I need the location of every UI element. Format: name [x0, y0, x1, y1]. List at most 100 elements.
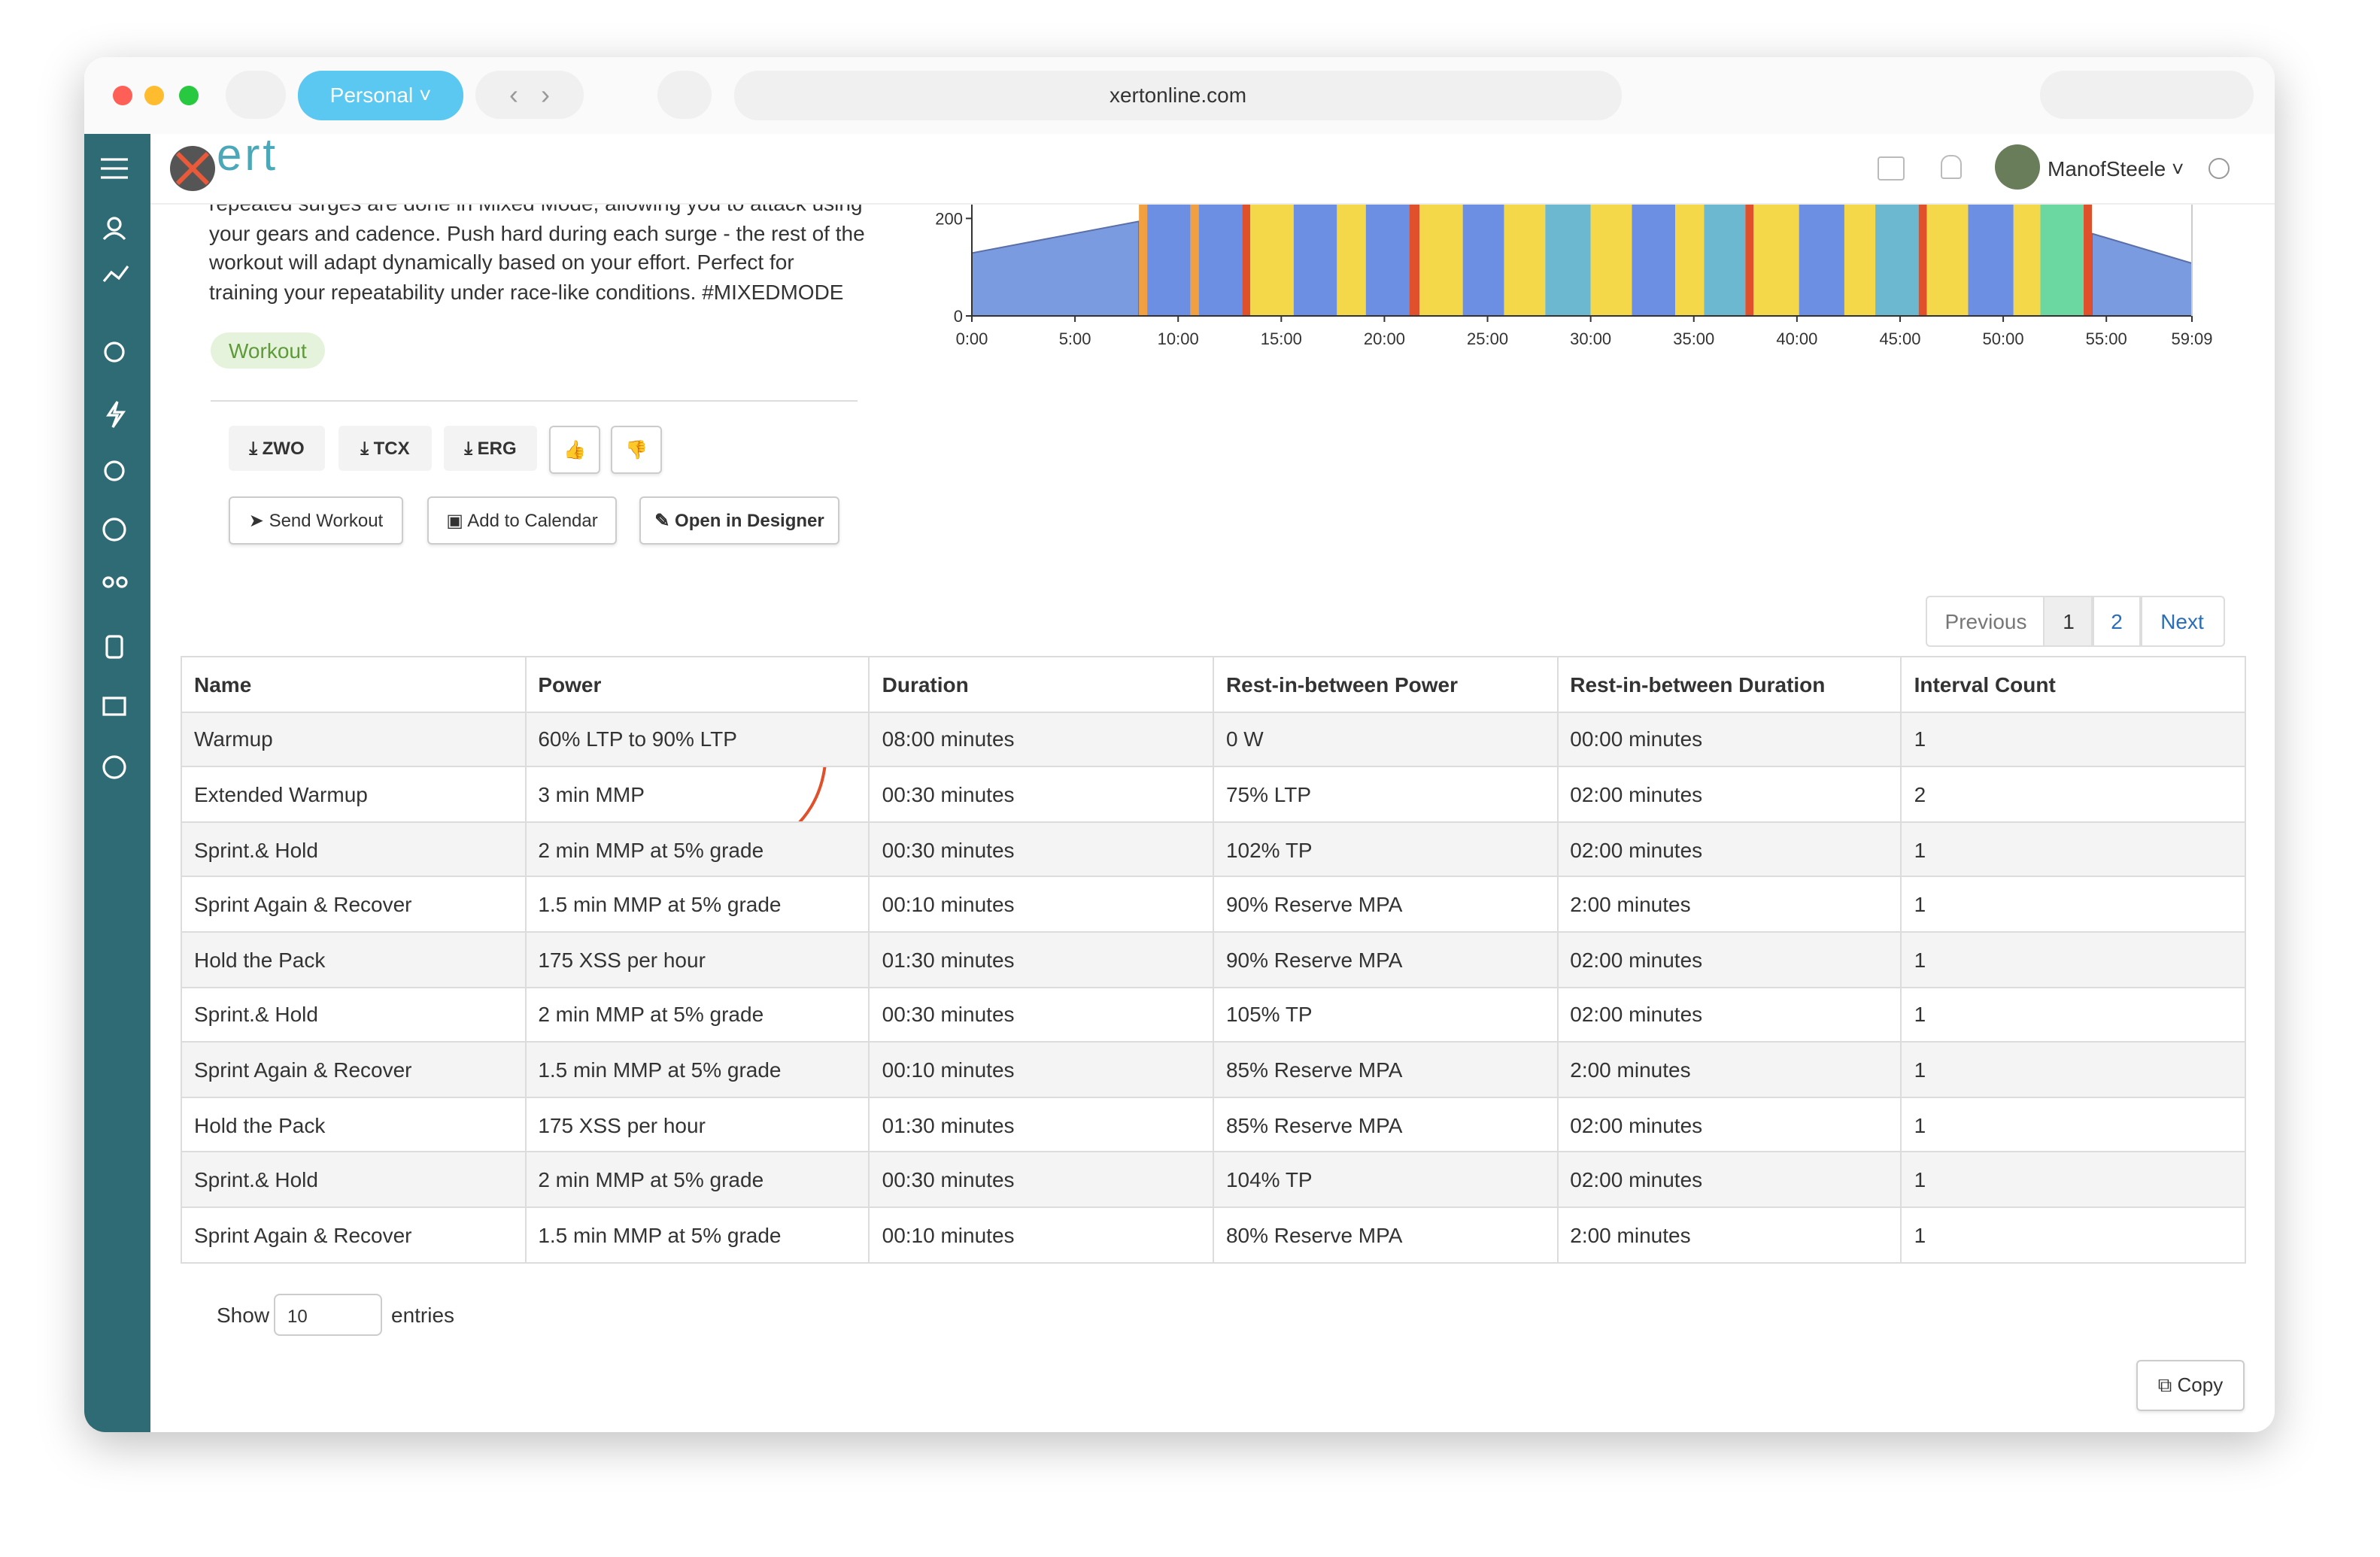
extension-button[interactable] — [657, 71, 712, 119]
table-cell: 00:00 minutes — [1556, 711, 1902, 768]
table-cell: 2:00 minutes — [1556, 876, 1902, 933]
download-label: ERG — [477, 438, 517, 459]
table-cell: 2 min MMP at 5% grade — [524, 821, 870, 878]
interval-bar — [1704, 194, 1746, 316]
minimize-button[interactable] — [144, 86, 164, 105]
table-row: Sprint.& Hold 2 min MMP at 5% grade 00:30 … — [181, 986, 2246, 1043]
download-button[interactable]: ⤓ TCX — [338, 426, 432, 471]
bell-icon[interactable] — [1941, 155, 1962, 179]
toolbar-actions[interactable] — [2040, 71, 2254, 119]
send-workout-button[interactable]: ➤ Send Workout — [229, 496, 403, 545]
table-cell: 1.5 min MMP at 5% grade — [524, 1041, 870, 1098]
interval-bar — [2013, 194, 2041, 316]
table-cell: 2 min MMP at 5% grade — [524, 1151, 870, 1208]
table-cell: 1 — [1900, 821, 2246, 878]
table-row: Hold the Pack 175 XSS per hour 01:30 minut… — [181, 930, 2246, 988]
x-tick-label: 5:00 — [1059, 329, 1091, 348]
entries-select[interactable]: 10 — [274, 1294, 382, 1336]
table-cell: 2:00 minutes — [1556, 1206, 1902, 1264]
table-cell: 00:10 minutes — [868, 876, 1214, 933]
x-tick-label: 25:00 — [1467, 329, 1508, 348]
interval-bar — [1198, 194, 1243, 316]
table-row: Sprint Again & Recover 1.5 min MMP at 5% … — [181, 876, 2246, 933]
table-cell: 1.5 min MMP at 5% grade — [524, 876, 870, 933]
interval-bar — [1675, 194, 1705, 316]
interval-bar — [1968, 194, 2014, 316]
table-cell: 175 XSS per hour — [524, 1096, 870, 1153]
table-cell: 75% LTP — [1212, 766, 1559, 823]
table-row: Hold the Pack 175 XSS per hour 01:30 minut… — [181, 1096, 2246, 1153]
description-line: workout will adapt dynamically based on … — [209, 250, 794, 275]
table-cell: 1 — [1900, 711, 2246, 768]
interval-bar — [1337, 194, 1366, 316]
news-icon[interactable] — [1878, 156, 1905, 181]
browser-window: Personal ˅ ‹ › xertonline.com ert ManofS… — [84, 57, 2275, 1432]
interval-bar — [1632, 194, 1676, 316]
table-cell: 00:10 minutes — [868, 1041, 1214, 1098]
interval-bar — [1139, 194, 1148, 316]
avatar[interactable] — [1995, 144, 2040, 190]
tag[interactable]: Workout — [211, 332, 325, 369]
interval-bar — [1462, 194, 1504, 316]
open-designer-button[interactable]: ✎ Open in Designer — [639, 496, 839, 545]
page-button[interactable]: 1 — [2043, 596, 2094, 647]
add-button[interactable] — [2208, 158, 2230, 179]
address-bar[interactable]: xertonline.com — [734, 71, 1622, 120]
table-cell: Sprint Again & Recover — [181, 1041, 527, 1098]
sidebar-toggle[interactable] — [226, 71, 286, 119]
y-tick-label: 0 — [954, 307, 963, 326]
x-tick-label: 40:00 — [1776, 329, 1817, 348]
table-row: Warmup 60% LTP to 90% LTP 08:00 minutes 0 W… — [181, 711, 2246, 768]
add-calendar-button[interactable]: ▣ Add to Calendar — [427, 496, 617, 545]
description-line: training your repeatability under race-l… — [209, 280, 844, 305]
column-header: Name — [181, 656, 527, 713]
table-cell: 1 — [1900, 930, 2246, 988]
table-cell: 104% TP — [1212, 1151, 1559, 1208]
interval-bar — [1799, 194, 1844, 316]
table-cell: 02:00 minutes — [1556, 821, 1902, 878]
download-button[interactable]: ⤓ ERG — [444, 426, 537, 471]
user-menu[interactable]: ManofSteele ˅ — [2048, 156, 2184, 181]
divider — [211, 400, 858, 402]
logo-mark — [170, 146, 215, 191]
close-button[interactable] — [113, 86, 132, 105]
logo-text: ert — [217, 131, 279, 181]
copy-label: Copy — [2177, 1373, 2224, 1396]
table-cell: 85% Reserve MPA — [1212, 1041, 1559, 1098]
like-button[interactable]: 👍 — [549, 426, 600, 474]
table-cell: 85% Reserve MPA — [1212, 1096, 1559, 1153]
ramp-area — [971, 220, 1140, 317]
zoom-button[interactable] — [179, 86, 199, 105]
table-row: Sprint.& Hold 2 min MMP at 5% grade 00:30 … — [181, 821, 2246, 878]
nav-buttons[interactable]: ‹ › — [475, 71, 584, 119]
download-label: ZWO — [262, 438, 305, 459]
previous-button[interactable]: Previous — [1926, 596, 2046, 647]
interval-bar — [1409, 194, 1420, 316]
x-tick-label: 15:00 — [1261, 329, 1302, 348]
profile-button[interactable]: Personal ˅ — [298, 71, 463, 120]
table-cell: 00:30 minutes — [868, 766, 1214, 823]
interval-bar — [1918, 194, 1927, 316]
y-tick-label: 200 — [935, 209, 963, 228]
x-tick-label: 50:00 — [1983, 329, 2024, 348]
profile-name: Personal — [329, 83, 414, 107]
action-label: Add to Calendar — [467, 510, 598, 531]
table-cell: 90% Reserve MPA — [1212, 876, 1559, 933]
description: repeated surges are done in Mixed Mode, … — [209, 190, 865, 308]
table-cell: 00:30 minutes — [868, 986, 1214, 1043]
table-cell: 80% Reserve MPA — [1212, 1206, 1559, 1264]
dislike-button[interactable]: 👎 — [611, 426, 662, 474]
next-button[interactable]: Next — [2139, 596, 2225, 647]
table-cell: Hold the Pack — [181, 1096, 527, 1153]
table-cell: 02:00 minutes — [1556, 986, 1902, 1043]
download-button[interactable]: ⤓ ZWO — [229, 426, 325, 471]
table-cell: Warmup — [181, 711, 527, 768]
page-button[interactable]: 2 — [2091, 596, 2142, 647]
table-cell: 08:00 minutes — [868, 711, 1214, 768]
interval-bar — [1590, 194, 1632, 316]
copy-button[interactable]: ⧉ Copy — [2136, 1360, 2245, 1411]
interval-bar — [1504, 194, 1546, 316]
table-cell: 0 W — [1212, 711, 1559, 768]
entries-value: 10 — [287, 1306, 308, 1327]
